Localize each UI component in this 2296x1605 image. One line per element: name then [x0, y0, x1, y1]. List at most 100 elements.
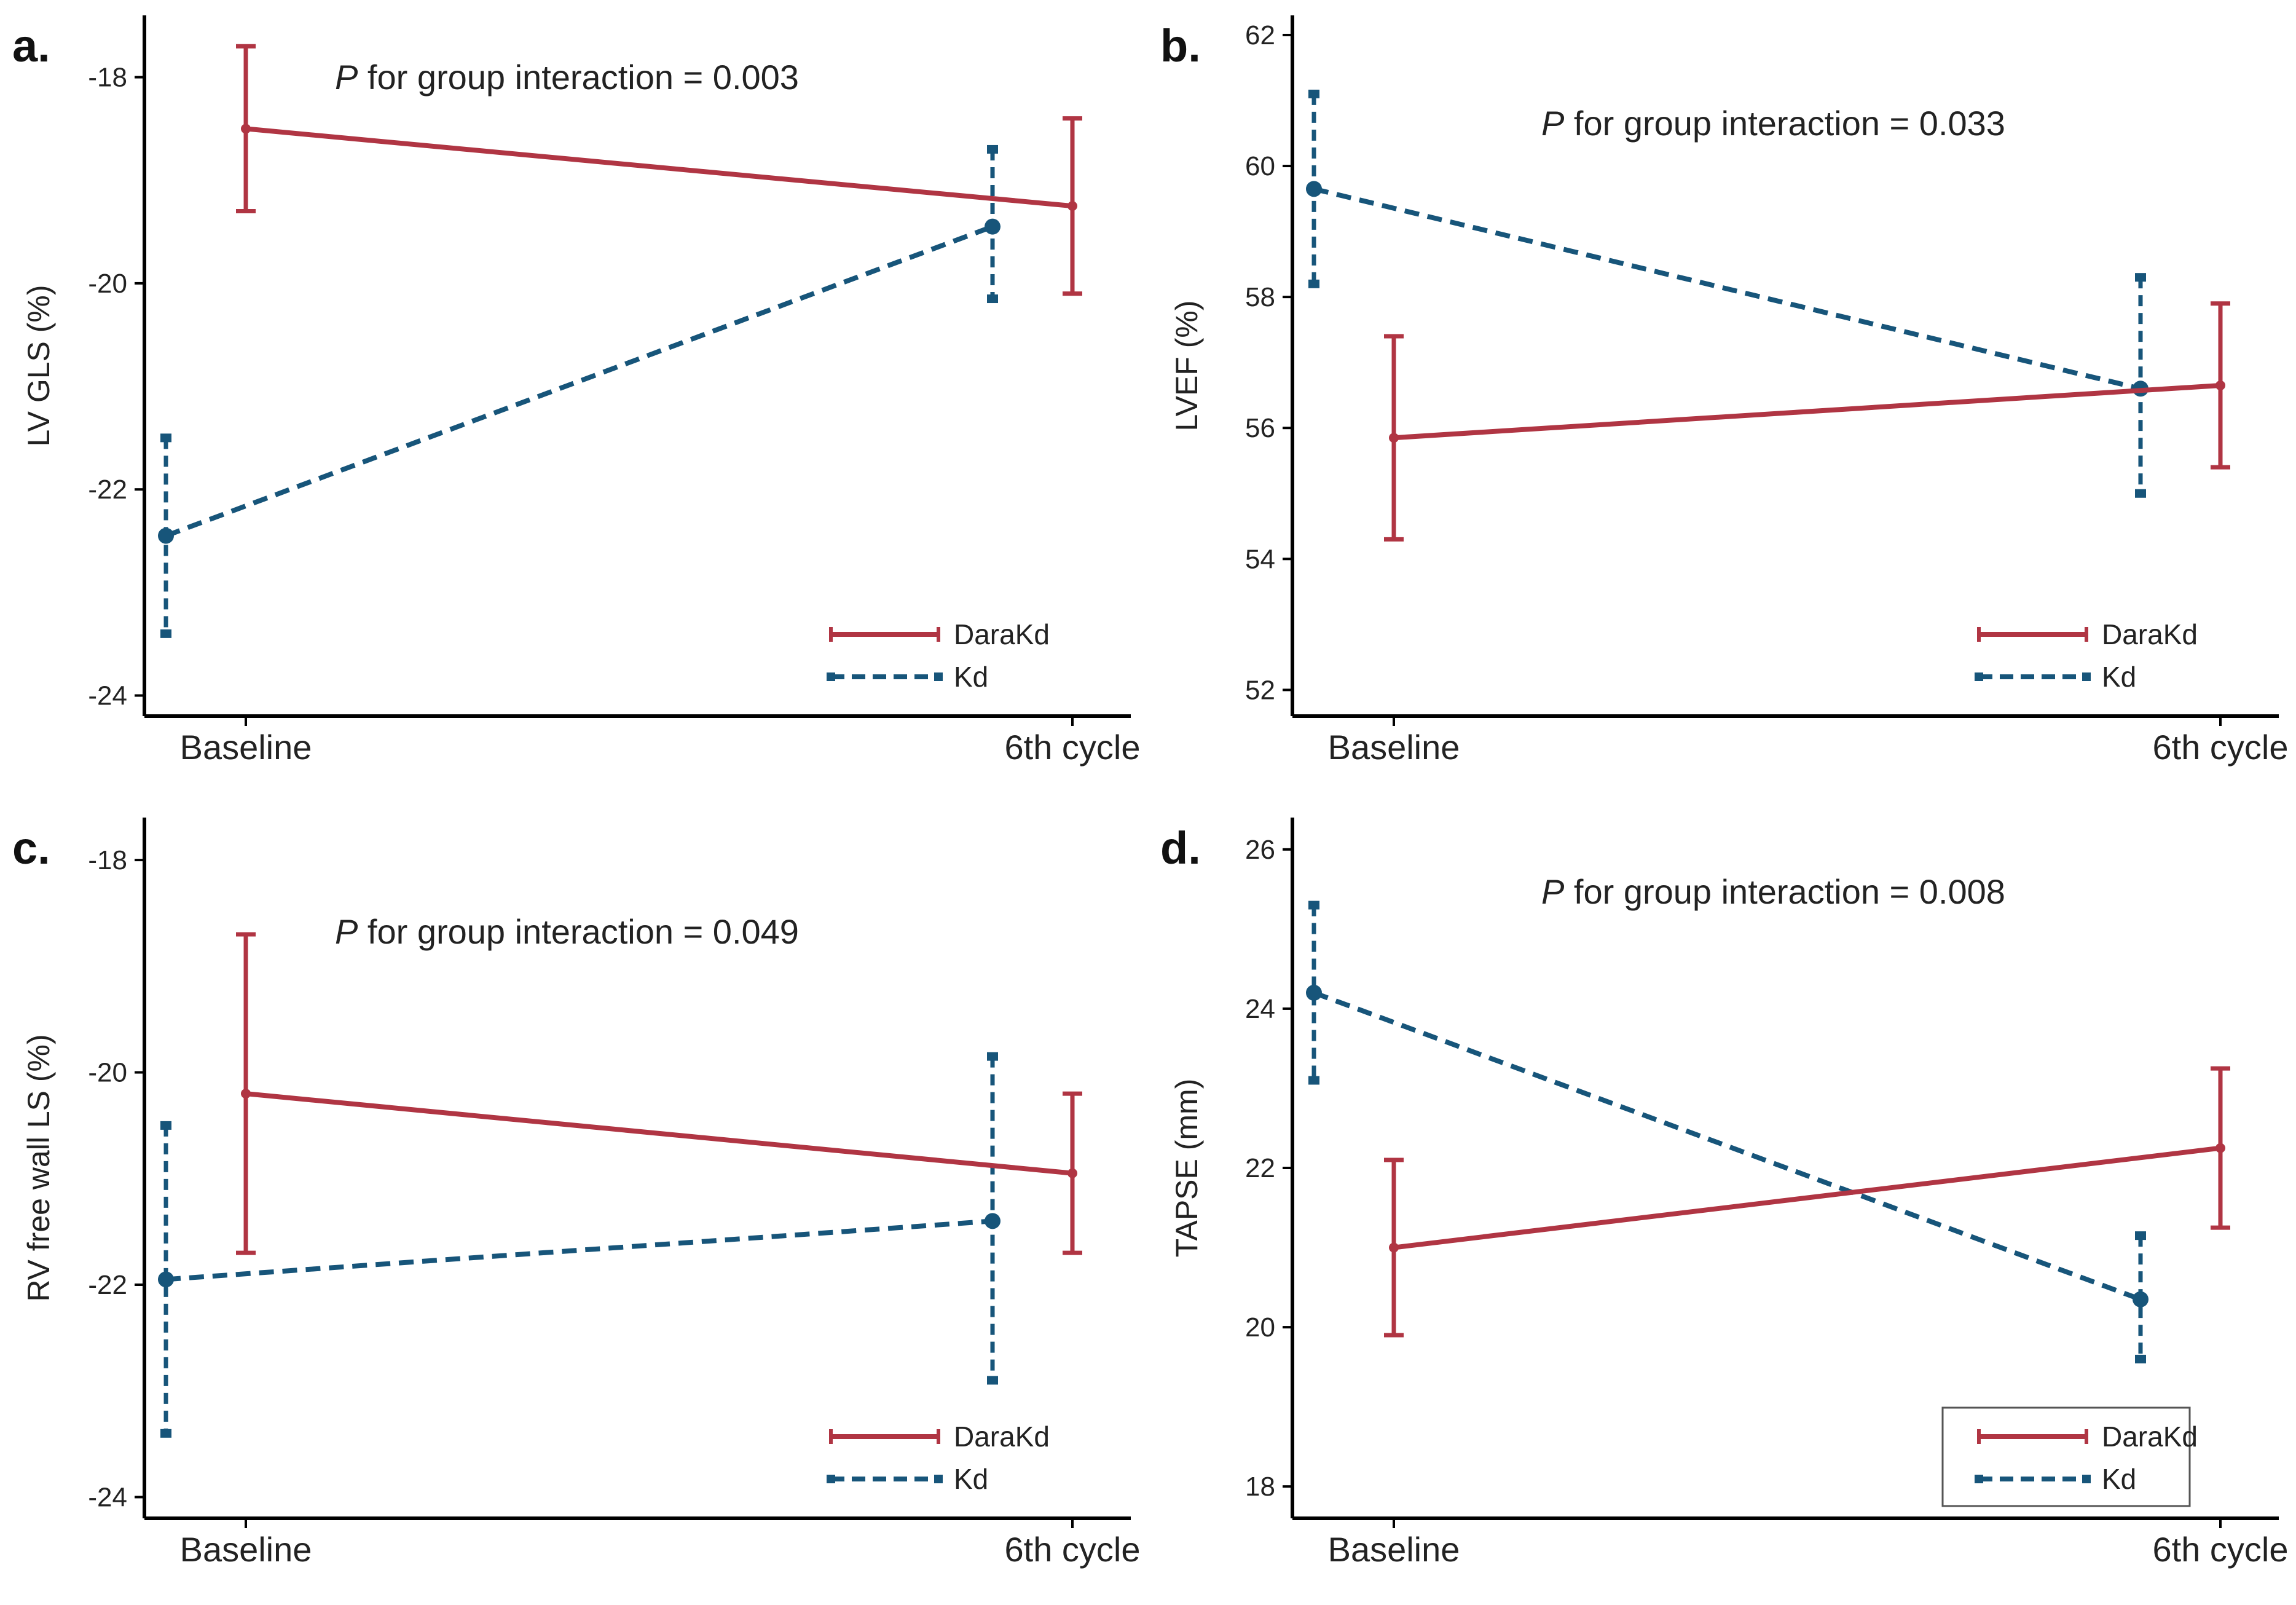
legend-label-darakd: DaraKd	[954, 1421, 1050, 1453]
p-symbol: P	[335, 912, 358, 951]
y-tick-label: 56	[1245, 413, 1275, 443]
x-category-label: Baseline	[180, 1530, 312, 1569]
chart-svg: b. 52 54 56 58 60 62 Baseline 6th cycle LVEF (%) P…	[1160, 15, 2289, 767]
panel-label: c.	[12, 822, 50, 873]
y-tick-label: -24	[88, 1482, 127, 1512]
error-bar-cap	[1308, 901, 1319, 910]
x-category-label: Baseline	[180, 728, 312, 767]
series-line-darakd	[1393, 382, 2221, 441]
panel-b: b. 52 54 56 58 60 62 Baseline 6th cycle LVEF (%) P…	[1148, 0, 2296, 802]
panel-label: d.	[1160, 822, 1201, 873]
x-category-label: 6th cycle	[1005, 728, 1141, 767]
legend-swatch-cap	[2082, 672, 2091, 681]
error-bar-cap	[160, 629, 171, 638]
data-point-darakd	[2215, 1143, 2225, 1153]
p-value-text: for group interaction = 0.003	[358, 58, 799, 97]
x-category-label: 6th cycle	[2153, 728, 2289, 767]
legend-swatch-cap	[2082, 1475, 2091, 1483]
error-bar-cap	[987, 1052, 998, 1061]
chart-svg: d. 18 20 22 24 26 Baseline 6th cycle TAPSE (mm) P…	[1160, 818, 2289, 1569]
series-kd	[158, 144, 1001, 638]
data-point-kd	[158, 1271, 174, 1288]
series-darakd	[236, 932, 1082, 1255]
panel-c: c. -18 -20 -22 -24 Baseline 6th cycle RV free w…	[0, 802, 1148, 1604]
series-line-kd	[165, 224, 994, 538]
data-point-kd	[158, 527, 174, 544]
data-point-darakd	[241, 1089, 251, 1099]
legend-swatch-cap	[934, 1475, 943, 1483]
chart-svg: a. -18 -20 -22 -24 Baseline 6th cycle LV GLS (%…	[12, 15, 1141, 767]
legend-label-kd: Kd	[2102, 1463, 2136, 1495]
legend-label-darakd: DaraKd	[954, 618, 1050, 650]
data-point-darakd	[1389, 433, 1399, 443]
p-value-text: for group interaction = 0.049	[358, 912, 799, 951]
error-bar-cap	[987, 1376, 998, 1385]
legend-box	[1941, 1406, 2191, 1507]
data-point-darakd	[1389, 1242, 1399, 1253]
error-bar-cap	[1308, 1076, 1319, 1085]
panel-a: a. -18 -20 -22 -24 Baseline 6th cycle LV GLS (%…	[0, 0, 1148, 802]
y-tick-label: 20	[1245, 1312, 1275, 1343]
y-tick-label: 62	[1245, 20, 1275, 50]
legend-label-darakd: DaraKd	[2102, 618, 2198, 650]
legend-swatch-cap	[934, 672, 943, 681]
legend: DaraKd Kd	[1941, 1406, 2198, 1507]
series-line-darakd	[245, 1091, 1073, 1176]
series-darakd	[1384, 301, 2230, 542]
y-tick-label: 18	[1245, 1472, 1275, 1502]
series-line-kd	[1313, 186, 2141, 392]
error-bar-cap	[160, 433, 171, 443]
y-tick-label: -22	[88, 475, 127, 505]
y-axis-title: TAPSE (mm)	[1170, 1079, 1204, 1258]
legend-swatch-cap	[827, 672, 835, 681]
chart-svg: c. -18 -20 -22 -24 Baseline 6th cycle RV free w…	[12, 818, 1141, 1569]
legend: DaraKd Kd	[1975, 618, 2198, 693]
p-value-annotation: P for group interaction = 0.008	[1541, 872, 2005, 911]
data-point-darakd	[1067, 201, 1077, 211]
p-value-text: for group interaction = 0.008	[1564, 872, 2005, 911]
data-point-kd	[985, 1213, 1001, 1229]
error-bar-cap	[987, 144, 998, 154]
p-symbol: P	[335, 58, 358, 97]
y-tick-label: 24	[1245, 994, 1275, 1024]
p-value-text: for group interaction = 0.033	[1564, 104, 2005, 143]
y-tick-label: 60	[1245, 151, 1275, 181]
p-value-annotation: P for group interaction = 0.049	[335, 912, 799, 951]
error-bar-cap	[2135, 1231, 2146, 1240]
y-axis-title: LVEF (%)	[1170, 301, 1204, 432]
legend-swatch-cap	[827, 1475, 835, 1483]
legend-label-kd: Kd	[954, 661, 988, 693]
data-point-darakd	[2215, 380, 2225, 390]
p-symbol: P	[1541, 104, 1564, 143]
error-bar-cap	[160, 1121, 171, 1130]
y-tick-label: -22	[88, 1270, 127, 1300]
error-bar-cap	[2135, 489, 2146, 498]
x-category-label: 6th cycle	[1005, 1530, 1141, 1569]
data-point-kd	[1306, 181, 1322, 197]
legend-label-darakd: DaraKd	[2102, 1421, 2198, 1453]
error-bar-cap	[1308, 279, 1319, 288]
panel-d: d. 18 20 22 24 26 Baseline 6th cycle TAPSE (mm) P…	[1148, 802, 2296, 1604]
y-axis-title: RV free wall LS (%)	[22, 1034, 56, 1301]
x-category-label: 6th cycle	[2153, 1530, 2289, 1569]
y-tick-label: 54	[1245, 544, 1275, 574]
y-tick-label: 22	[1245, 1153, 1275, 1183]
y-tick-label: 58	[1245, 282, 1275, 312]
y-tick-label: 26	[1245, 835, 1275, 865]
series-line-kd	[165, 1218, 993, 1282]
y-tick-label: 52	[1245, 675, 1275, 705]
legend-label-kd: Kd	[954, 1463, 988, 1495]
legend-label-kd: Kd	[2102, 661, 2136, 693]
y-tick-label: -18	[88, 845, 127, 875]
legend-swatch-cap	[1975, 1475, 1983, 1483]
series-line-kd	[1313, 990, 2142, 1302]
data-point-kd	[985, 218, 1001, 235]
error-bar-cap	[160, 1429, 171, 1438]
series-kd	[1306, 89, 2149, 498]
error-bar-cap	[987, 294, 998, 304]
y-tick-label: -18	[88, 63, 127, 93]
x-category-label: Baseline	[1328, 1530, 1460, 1569]
y-tick-label: -24	[88, 680, 127, 711]
legend-swatch-cap	[1975, 672, 1983, 681]
